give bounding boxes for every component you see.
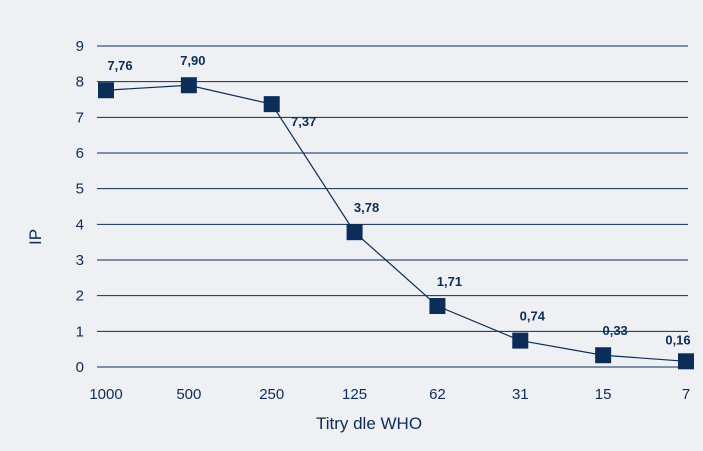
- y-tick-label: 8: [76, 74, 84, 91]
- x-tick-label: 125: [342, 386, 367, 403]
- series-line: [105, 84, 687, 362]
- y-tick-label: 5: [76, 181, 84, 198]
- data-point-marker: [263, 96, 280, 113]
- x-tick-label: 62: [429, 386, 446, 403]
- data-label: 0,16: [665, 332, 690, 347]
- series-layer: [98, 77, 694, 370]
- x-tick-label: 31: [512, 386, 529, 403]
- data-label: 0,33: [602, 323, 627, 338]
- data-point-marker: [346, 224, 363, 241]
- data-point-marker: [429, 298, 446, 315]
- data-labels: 7,76 7,90 7,37 3,78 1,71 0,74 0,33 0,16: [107, 53, 690, 347]
- y-tick-label: 7: [76, 109, 84, 126]
- y-axis-title: IP: [26, 229, 45, 245]
- x-tick-label: 15: [595, 386, 612, 403]
- data-label: 1,71: [437, 274, 462, 289]
- grid: [97, 45, 688, 368]
- data-label: 3,78: [354, 200, 379, 215]
- y-tick-label: 0: [76, 359, 84, 376]
- y-axis-ticks: 0 1 2 3 4 5 6 7 8 9: [76, 38, 84, 376]
- x-axis-ticks: 1000 500 250 125 62 31 15 7: [89, 386, 690, 403]
- y-tick-label: 3: [76, 252, 84, 269]
- data-point-marker: [595, 347, 612, 364]
- y-tick-label: 2: [76, 288, 84, 305]
- data-label: 7,37: [291, 114, 316, 129]
- x-axis-title: Titry dle WHO: [316, 414, 422, 433]
- data-label: 0,74: [520, 309, 546, 324]
- x-tick-label: 500: [176, 386, 201, 403]
- y-tick-label: 1: [76, 323, 84, 340]
- x-tick-label: 7: [682, 386, 690, 403]
- data-point-marker: [678, 353, 694, 370]
- data-label: 7,90: [180, 53, 205, 68]
- x-tick-label: 1000: [89, 386, 122, 403]
- y-tick-label: 4: [76, 216, 84, 233]
- data-point-marker: [180, 77, 197, 94]
- y-tick-label: 9: [76, 38, 84, 55]
- x-tick-label: 250: [259, 386, 284, 403]
- y-tick-label: 6: [76, 145, 84, 162]
- data-point-marker: [512, 332, 529, 349]
- data-point-marker: [98, 82, 114, 99]
- data-label: 7,76: [107, 58, 132, 73]
